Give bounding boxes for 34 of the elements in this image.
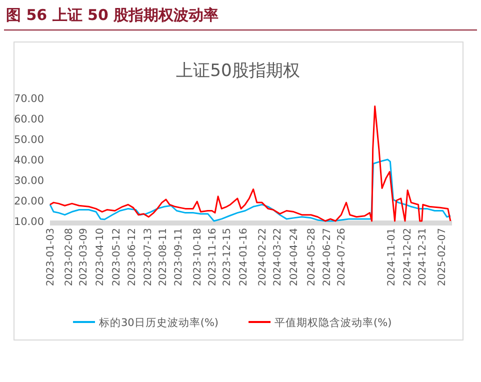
caption: 图 56 上证 50 股指期权波动率 (6, 6, 219, 24)
x-tick-label: 2023-09-11 (174, 228, 185, 286)
y-tick-label: 70.00 (14, 93, 44, 105)
x-tick-label: 2023-01-03 (46, 228, 56, 286)
x-tick-label: 2023-07-13 (143, 228, 154, 286)
x-tick-label: 2023-12-15 (222, 228, 234, 286)
legend-label: 平值期权隐含波动率(%) (274, 316, 392, 329)
x-tick-label: 2024-06-27 (322, 228, 333, 286)
x-tick-label: 2023-11-16 (207, 228, 218, 286)
y-tick-label: 20.00 (14, 196, 44, 208)
x-tick-label: 2024-12-31 (417, 228, 428, 286)
chart-title: 上证50股指期权 (176, 61, 300, 81)
x-tick-label: 2023-02-08 (64, 228, 75, 286)
x-tick-label: 2024-01-16 (238, 228, 250, 286)
x-tick-label: 2024-12-02 (402, 228, 414, 286)
y-tick-label: 10.00 (14, 216, 44, 228)
x-tick-label: 2025-02-07 (436, 228, 448, 286)
x-tick-label: 2023-08-11 (158, 228, 169, 286)
y-tick-label: 40.00 (14, 154, 44, 166)
x-tick-label: 2023-10-18 (192, 228, 204, 286)
legend-label: 标的30日历史波动率(%) (98, 316, 219, 329)
y-tick-label: 30.00 (14, 175, 44, 187)
x-tick-label: 2023-06-12 (127, 228, 138, 286)
x-tick-label: 2023-03-09 (78, 228, 90, 286)
x-tick-label: 2024-07-26 (336, 228, 348, 286)
x-tick-label: 2024-03-22 (272, 228, 284, 286)
x-tick-label: 2023-05-12 (111, 228, 122, 286)
x-tick-label: 2023-04-10 (95, 228, 106, 286)
y-tick-label: 60.00 (14, 114, 44, 126)
x-tick-label: 2024-02-22 (257, 228, 268, 286)
x-tick-label: 2024-05-28 (306, 228, 318, 286)
x-tick-label: 2024-11-01 (386, 228, 398, 286)
x-tick-label: 2024-04-24 (289, 228, 300, 286)
y-tick-label: 50.00 (14, 134, 44, 146)
